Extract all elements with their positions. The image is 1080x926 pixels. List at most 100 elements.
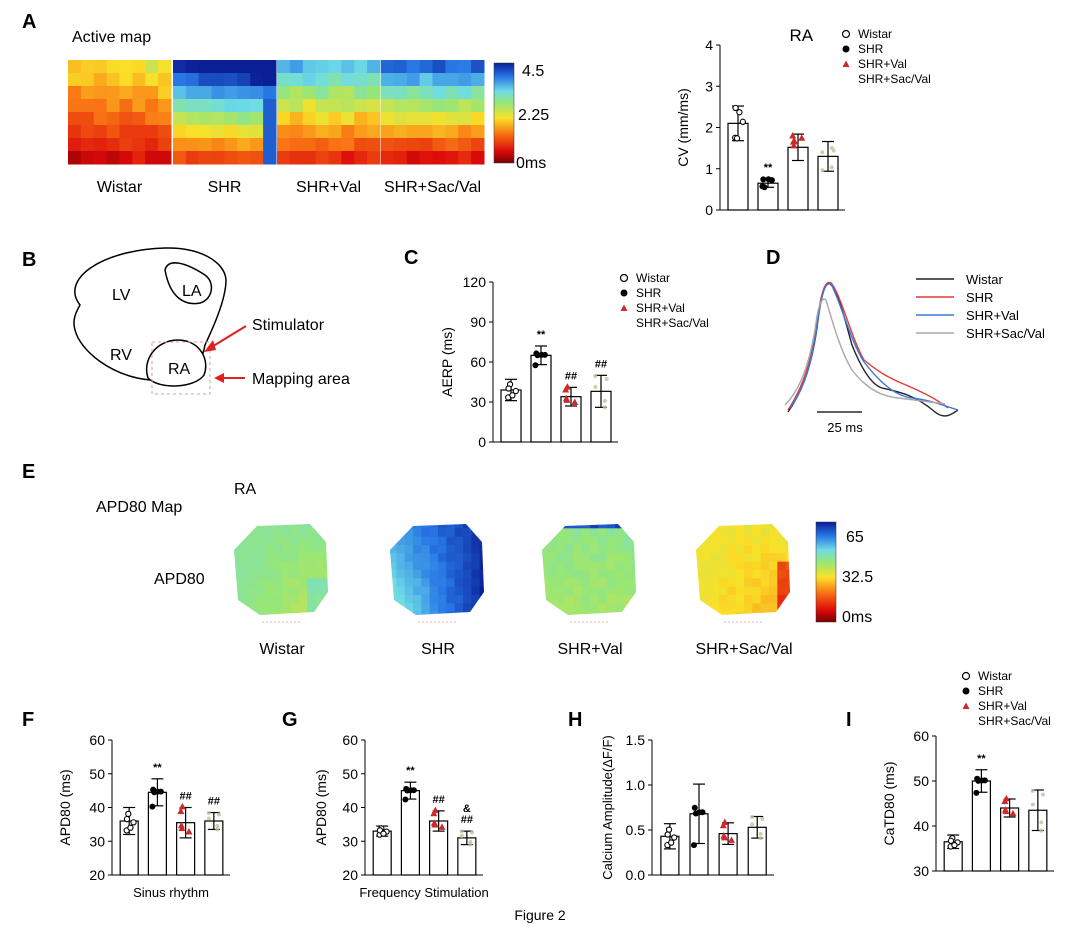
apd80-cell [752,536,762,546]
apd80-cell [463,536,472,546]
apd80-cell [719,553,728,563]
apd80-cell [290,561,300,571]
panel-e-row-label: APD80 [154,571,205,588]
apd80-cell [479,586,484,596]
apd80-cell [623,545,633,554]
apd80-cell [760,561,770,571]
apd80-cell [565,570,574,579]
apd80-cell [702,553,712,563]
legend-wistar: Wistar [636,271,670,285]
apd80-cell [234,524,241,529]
apd80-cell [696,603,703,613]
apd80-cell [479,595,484,604]
map-cell [198,151,213,165]
apd80-cell [396,545,406,554]
apd80-cell [307,553,316,563]
apd80-cell [542,536,549,546]
significance-mark: ** [537,329,546,341]
map-cell [419,73,433,87]
data-point [150,786,157,793]
map-cell [263,73,277,87]
map-cell [145,60,159,74]
legend-marker-val [842,60,850,67]
apd80-cell [248,611,258,615]
legend-sacval: SHR+Sac/Val [858,72,931,86]
map-cell [381,86,395,100]
map-cell [354,99,368,113]
apd80-cell [785,536,790,546]
map-cell [185,73,200,87]
map-cell [277,60,291,74]
map-cell [458,112,472,126]
map-cell [315,151,329,165]
apd80-cell [696,578,703,588]
apd80-cell [404,524,414,529]
data-point [790,137,798,144]
map-cell [471,60,485,74]
map-cell [341,125,355,139]
y-tick-label: 0 [478,434,486,450]
apd80-cell [240,611,250,615]
map-cell [68,73,82,87]
map-cell [263,112,277,126]
map-cell [393,99,408,113]
apd80-cell [438,611,447,615]
map-cell [381,125,395,139]
apd80-cell [615,536,624,546]
apd80-cell [273,611,283,615]
apd80-cell [282,611,291,615]
data-point [562,394,570,402]
map-cell [158,112,172,126]
map-cell [119,151,133,165]
map-cell [432,125,446,139]
map-cell [119,138,133,152]
apd80-cell [257,561,266,571]
map-cell [381,99,395,113]
map-cell [289,138,304,152]
apd80-cell [234,611,241,615]
map-cell [80,138,95,152]
significance-mark: ** [406,765,415,777]
apd80-cell [744,595,753,604]
map-cell [471,138,485,152]
apd80-cell [234,595,241,604]
map-cell [315,112,329,126]
map-cell [381,60,395,74]
apd80-cell [623,553,633,563]
map-cell [250,138,264,152]
apd80-cell [454,536,464,546]
apd80-cell [744,545,753,554]
apd80-cell [702,561,712,571]
apd80-cell [234,545,241,554]
map-cell [185,151,200,165]
scale-min: 0ms [516,155,546,172]
apd80-cell [257,586,266,596]
apd80-cell [323,595,328,604]
apd80-cell [446,611,456,615]
apd80-cell [710,545,720,554]
apd80-cell [565,586,574,596]
map-cell [328,112,342,126]
apd80-cell [471,536,481,546]
apd80-cell [744,586,753,596]
map-cell [302,60,317,74]
map-cell [211,112,225,126]
x-axis-label: Frequency Stimulation [359,885,488,900]
data-point [947,837,955,844]
map-cell [381,112,395,126]
apd80-cell [323,528,328,538]
apd80-cell [234,553,241,563]
data-point [760,176,767,183]
apd80-cell [615,570,624,579]
apd80-cell [315,553,325,563]
apd80-cell [631,578,636,588]
apd80-cell [542,545,549,554]
map-cell [173,99,187,113]
apd80-cell [265,553,275,563]
apd80-cell [413,595,422,604]
apd80-cell [315,586,325,596]
apd80-cell [542,586,549,596]
apd80-cell [542,553,549,563]
label-lv: LV [112,287,131,304]
apd80-cell [479,570,484,579]
